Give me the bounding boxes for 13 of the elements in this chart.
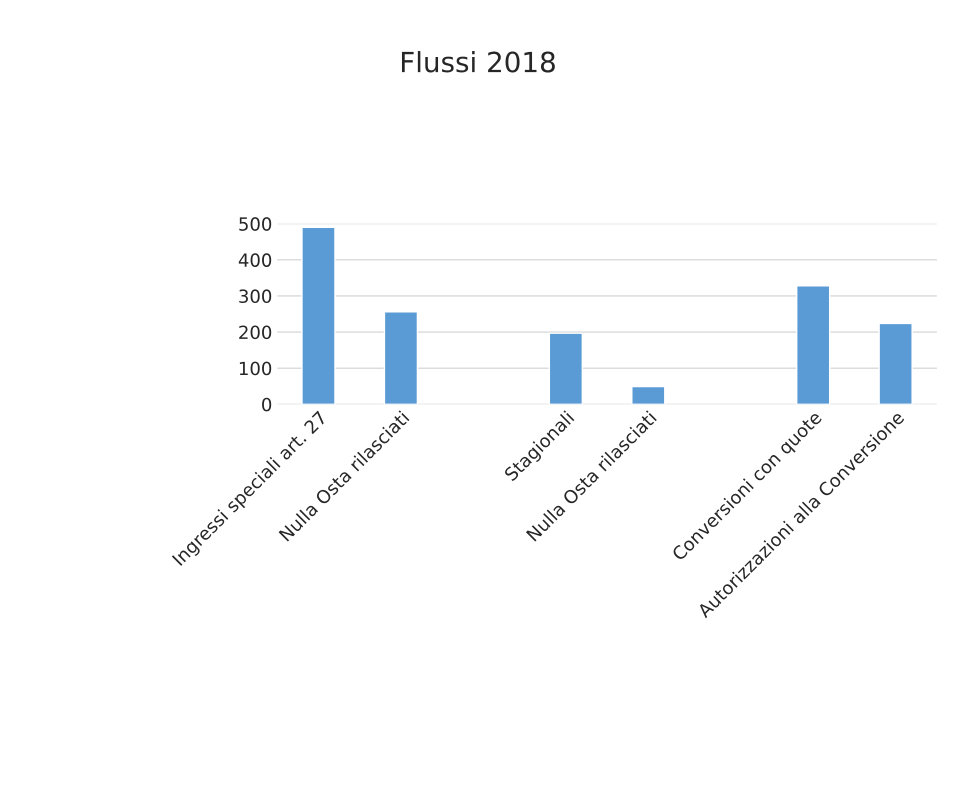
- bar: [548, 332, 584, 404]
- chart-title: Flussi 2018: [402, 51, 555, 73]
- bar: [878, 322, 913, 404]
- y-tick-label: 500: [239, 217, 272, 231]
- bar: [631, 386, 666, 404]
- y-tick-label: 300: [239, 289, 272, 304]
- bar: [796, 285, 830, 404]
- y-tick-label: 0: [262, 398, 272, 412]
- y-tick-label: 100: [240, 362, 272, 376]
- bar: [301, 226, 336, 404]
- y-tick-label: 200: [239, 326, 272, 340]
- y-tick-label: 400: [238, 253, 272, 267]
- bar: [384, 311, 418, 404]
